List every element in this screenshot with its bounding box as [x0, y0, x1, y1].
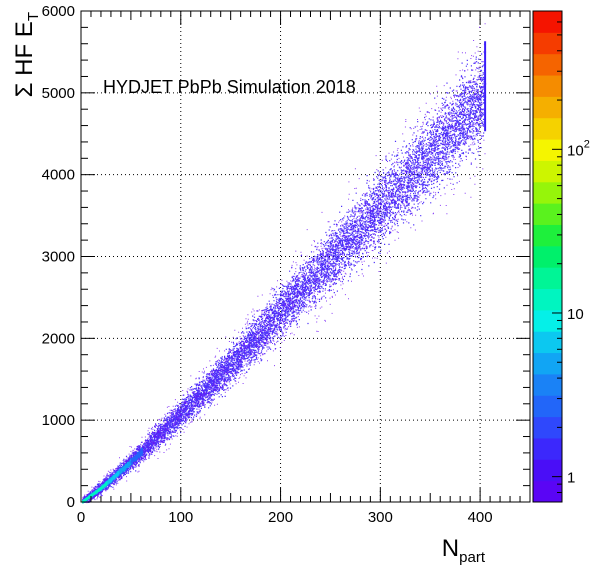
heatmap-band	[82, 23, 487, 504]
colorbar-segment	[533, 437, 562, 460]
heatmap-cells-high-3	[82, 481, 108, 504]
x-tick-label: 400	[468, 509, 493, 526]
x-tick-label: 100	[168, 509, 193, 526]
colorbar-segment	[533, 373, 562, 396]
colorbar	[532, 10, 563, 503]
y-tick-label: 5000	[42, 85, 75, 102]
x-axis-title-subscript: part	[459, 549, 486, 566]
colorbar-segment	[533, 53, 562, 76]
colorbar-label: 1	[567, 470, 575, 487]
colorbar-segment	[533, 395, 562, 418]
colorbar-frame	[532, 10, 563, 503]
colorbar-label: 102	[567, 138, 590, 159]
x-axis: 0 100 200 300 400	[77, 11, 531, 526]
colorbar-segment	[533, 160, 562, 183]
colorbar-segment	[533, 416, 562, 439]
y-tick-label: 0	[67, 494, 75, 511]
colorbar-segment	[533, 11, 562, 33]
colorbar-segment	[533, 309, 562, 332]
y-axis-title-main: HF E	[11, 21, 38, 82]
colorbar-segment	[533, 117, 562, 140]
colorbar-segment	[533, 331, 562, 354]
x-tick-label: 200	[268, 509, 293, 526]
grid	[81, 11, 530, 502]
colorbar-segment	[533, 32, 562, 55]
x-axis-title-main: N	[442, 535, 459, 562]
x-tick-label: 300	[368, 509, 393, 526]
colorbar-segment	[533, 181, 562, 204]
colorbar-segment	[533, 203, 562, 225]
colorbar-label: 10	[567, 306, 584, 323]
y-tick-label: 1000	[42, 412, 75, 429]
colorbar-segment	[533, 224, 562, 247]
colorbar-segment	[533, 459, 562, 482]
y-axis-title-subscript: T	[25, 12, 42, 21]
plot-annotation: HYDJET PbPb Simulation 2018	[103, 77, 356, 97]
y-tick-label: 3000	[42, 249, 75, 266]
y-axis-title-sigma: Σ	[11, 83, 38, 98]
colorbar-segment	[533, 480, 562, 503]
y-tick-label: 4000	[42, 167, 75, 184]
y-axis: 0 1000 2000 3000 4000 5000 6000	[42, 3, 530, 511]
colorbar-segment	[533, 96, 562, 119]
x-axis-title: Npart	[442, 535, 486, 566]
y-tick-label: 2000	[42, 330, 75, 347]
colorbar-segment	[533, 352, 562, 375]
x-tick-label: 0	[77, 509, 85, 526]
y-axis-title: Σ HF ET	[11, 12, 42, 97]
colorbar-segment	[533, 288, 562, 311]
y-tick-label: 6000	[42, 3, 75, 20]
colorbar-segment	[533, 75, 562, 97]
colorbar-segment	[533, 245, 562, 268]
colorbar-segment	[533, 139, 562, 161]
colorbar-labels: 1 10 102	[567, 138, 590, 486]
colorbar-segment	[533, 267, 562, 290]
